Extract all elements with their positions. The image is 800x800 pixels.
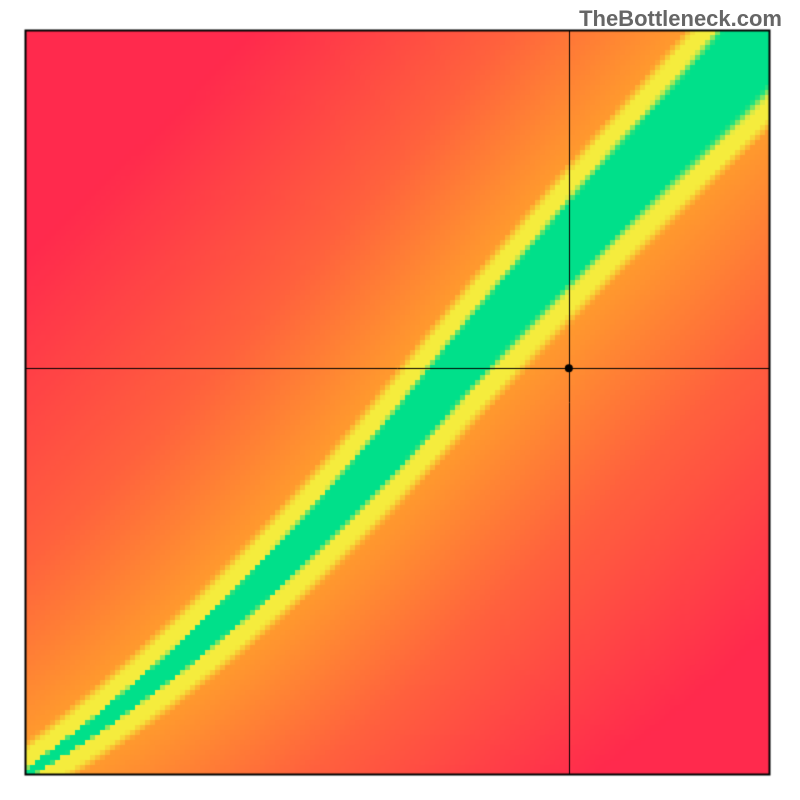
heatmap-canvas <box>0 0 800 800</box>
watermark-text: TheBottleneck.com <box>579 6 782 32</box>
chart-container: TheBottleneck.com <box>0 0 800 800</box>
